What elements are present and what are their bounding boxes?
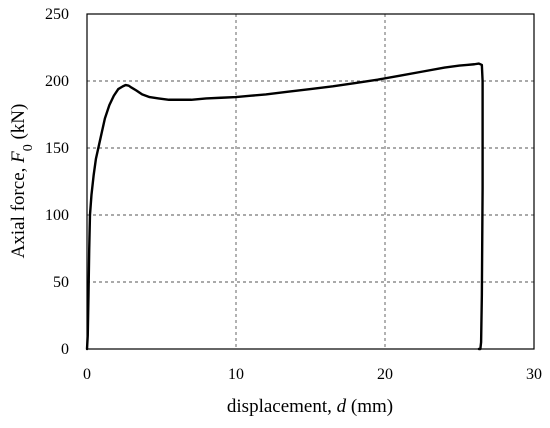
x-tick-label: 0: [83, 366, 91, 383]
x-tick-label: 30: [526, 366, 542, 383]
y-tick-label: 100: [45, 207, 69, 224]
x-tick-label: 20: [377, 366, 393, 383]
y-tick-labels: 0 50 100 150 200 250: [45, 6, 69, 358]
x-tick-labels: 0 10 20 30: [83, 366, 542, 383]
y-tick-label: 0: [61, 341, 69, 358]
y-axis-title: Axial force, F0 (kN): [8, 104, 36, 259]
grid: [87, 14, 534, 349]
y-tick-label: 250: [45, 6, 69, 23]
x-tick-label: 10: [228, 366, 244, 383]
y-tick-label: 150: [45, 140, 69, 157]
x-axis-title: displacement, d (mm): [227, 396, 393, 417]
y-tick-label: 200: [45, 73, 69, 90]
plot-frame: [86, 13, 535, 350]
y-tick-label: 50: [53, 274, 69, 291]
series-line: [85, 62, 484, 351]
